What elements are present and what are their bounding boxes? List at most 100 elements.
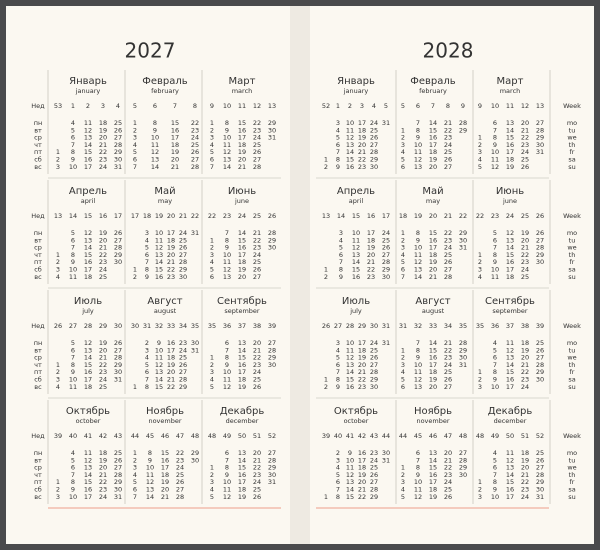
weekday-label: tu: [569, 456, 576, 464]
day: 2: [210, 361, 214, 369]
day: 24: [179, 229, 187, 237]
week-number: 50: [238, 432, 246, 440]
day: 22: [521, 134, 529, 142]
day: 12: [146, 478, 154, 486]
week-number: 11: [238, 102, 246, 110]
day: 6: [133, 156, 137, 164]
day: 6: [339, 251, 343, 259]
day: 28: [114, 471, 122, 479]
day: 3: [145, 229, 149, 237]
day: 18: [238, 141, 246, 149]
day: 9: [416, 236, 420, 244]
day: 15: [84, 251, 92, 259]
day: 7: [336, 368, 340, 376]
day: 24: [370, 456, 378, 464]
day: 1: [324, 266, 328, 274]
day: 6: [336, 478, 340, 486]
week-number: 1: [336, 102, 340, 110]
week-number: 39: [54, 432, 62, 440]
day: 25: [191, 141, 199, 149]
day: 7: [145, 376, 149, 384]
weekday-label: вт: [34, 236, 42, 244]
day: 2: [401, 471, 405, 479]
day: 7: [71, 141, 75, 149]
week-number: 21: [444, 212, 452, 220]
day: 4: [336, 126, 340, 134]
day: 7: [133, 493, 137, 501]
day: 23: [370, 449, 378, 457]
day: 6: [401, 383, 405, 391]
month-name-en: january: [343, 87, 369, 95]
weekday-label: пт: [34, 148, 42, 156]
week-number: 30: [114, 322, 122, 330]
month-name-en: september: [492, 307, 528, 315]
day: 17: [84, 376, 92, 384]
day: 18: [358, 464, 366, 472]
day: 8: [416, 464, 420, 472]
month-name: Май: [154, 186, 175, 197]
day: 6: [145, 251, 149, 259]
day: 21: [238, 163, 246, 171]
day: 19: [99, 126, 107, 134]
weekday-label: вс: [34, 163, 42, 171]
day: 2: [56, 368, 60, 376]
day: 16: [429, 236, 437, 244]
weekday-label: we: [567, 354, 576, 362]
day: 1: [478, 251, 482, 259]
day: 14: [506, 471, 514, 479]
day: 14: [155, 258, 163, 266]
month-name: Сентябрь: [217, 296, 267, 307]
day: 19: [238, 383, 246, 391]
week-number: 6: [416, 102, 420, 110]
day: 18: [84, 383, 92, 391]
day: 29: [382, 266, 390, 274]
day: 18: [238, 376, 246, 384]
weekday-label: su: [568, 273, 576, 281]
day: 10: [491, 493, 499, 501]
day: 24: [191, 134, 199, 142]
day: 5: [336, 354, 340, 362]
day: 22: [191, 119, 199, 127]
day: 22: [253, 464, 261, 472]
day: 4: [133, 141, 137, 149]
day: 5: [401, 376, 405, 384]
day: 2: [145, 339, 149, 347]
day: 26: [179, 361, 187, 369]
day: 9: [157, 339, 161, 347]
weekday-label: fr: [570, 148, 575, 156]
day: 22: [167, 383, 175, 391]
year: 2027: [125, 39, 176, 63]
day: 25: [444, 251, 452, 259]
month-name-en: february: [419, 87, 447, 95]
day: 17: [167, 346, 175, 354]
day: 28: [114, 141, 122, 149]
day: 22: [444, 464, 452, 472]
month-name: Август: [147, 296, 182, 307]
week-number: 12: [253, 102, 261, 110]
month-name-en: february: [151, 87, 179, 95]
week-number: 53: [54, 102, 62, 110]
day: 9: [225, 126, 229, 134]
week-number: 1: [71, 102, 75, 110]
day: 27: [114, 236, 122, 244]
day: 21: [429, 273, 437, 281]
day: 21: [521, 471, 529, 479]
day: 29: [268, 236, 276, 244]
week-number: 13: [268, 102, 276, 110]
week-number: 41: [346, 432, 354, 440]
day: 14: [429, 119, 437, 127]
day: 5: [145, 361, 149, 369]
day: 31: [459, 244, 467, 252]
year: 2028: [423, 39, 474, 63]
day: 20: [238, 273, 246, 281]
day: 22: [99, 251, 107, 259]
weekday-label: ср: [34, 464, 42, 472]
day: 10: [155, 346, 163, 354]
week-number: 4: [372, 102, 376, 110]
day: 26: [176, 478, 184, 486]
day: 4: [401, 251, 405, 259]
day: 9: [148, 456, 152, 464]
day: 7: [401, 273, 405, 281]
day: 5: [210, 148, 214, 156]
day: 12: [84, 339, 92, 347]
